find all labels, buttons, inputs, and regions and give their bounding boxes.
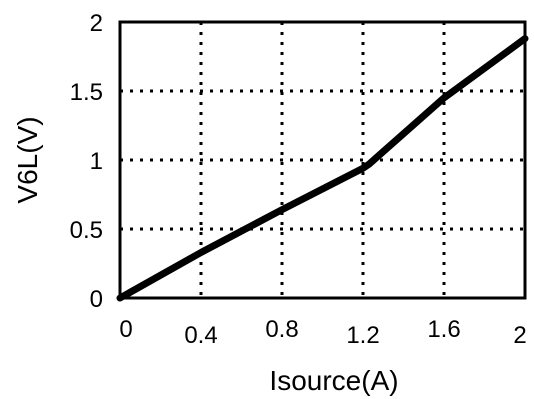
grid-lines	[120, 22, 525, 298]
y-axis-label: V6L(V)	[12, 116, 43, 203]
x-tick-label: 2	[513, 322, 526, 349]
x-tick-label: 1.2	[346, 322, 379, 349]
x-tick-label: 0	[119, 316, 132, 343]
x-axis-label: Isource(A)	[269, 365, 398, 396]
y-tick-labels: 0 0.5 1 1.5 2	[70, 10, 103, 313]
y-tick-label: 1	[90, 148, 103, 175]
series-layer	[116, 35, 529, 302]
x-tick-label: 1.6	[427, 316, 460, 343]
y-tick-label: 0	[90, 286, 103, 313]
plot-frame	[118, 20, 527, 300]
y-tick-label: 1.5	[70, 79, 103, 106]
x-tick-label: 0.8	[265, 316, 298, 343]
x-tick-labels: 0 0.4 0.8 1.2 1.6 2	[119, 316, 526, 349]
series-line	[116, 35, 529, 302]
y-tick-label: 2	[90, 10, 103, 37]
x-tick-label: 0.4	[184, 322, 217, 349]
y-tick-label: 0.5	[70, 217, 103, 244]
